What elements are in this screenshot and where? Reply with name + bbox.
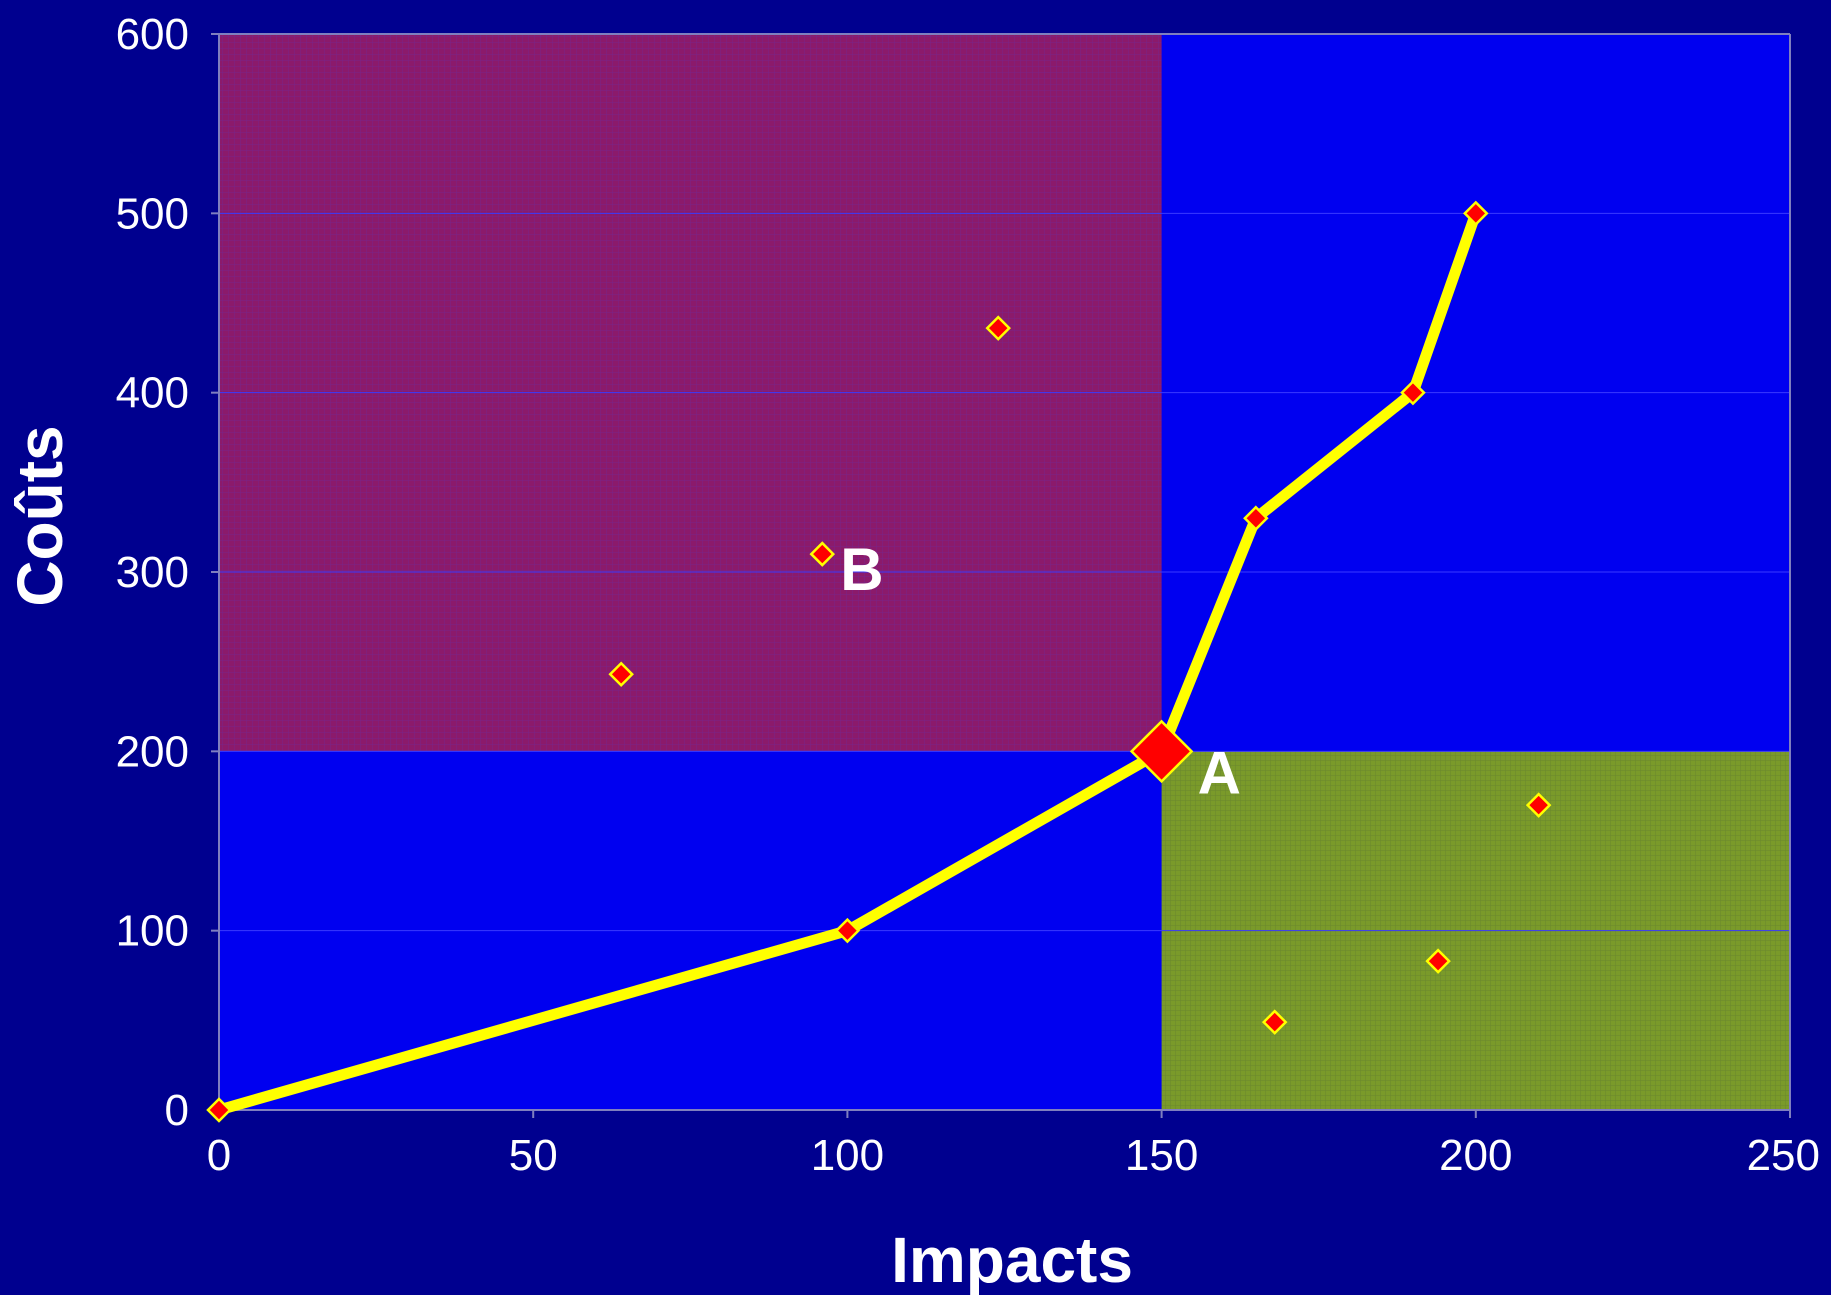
y-tick-label: 500 (116, 189, 189, 238)
y-tick-label: 0 (165, 1086, 189, 1135)
annotation-a: A (1198, 739, 1241, 806)
x-tick-label: 250 (1747, 1131, 1820, 1180)
y-tick-label: 400 (116, 369, 189, 418)
y-tick-label: 300 (116, 548, 189, 597)
frontier-point (834, 917, 861, 944)
y-axis-title: Coûts (4, 425, 76, 606)
x-tick-label: 0 (207, 1131, 231, 1180)
x-tick-label: 150 (1125, 1131, 1198, 1180)
highlight-point-a (1129, 719, 1194, 784)
scatter-point (985, 315, 1011, 341)
y-tick-label: 100 (116, 907, 189, 956)
frontier-point (1463, 200, 1489, 227)
scatter-point (1261, 1009, 1288, 1035)
x-tick-label: 50 (509, 1131, 558, 1180)
frontier-point (1400, 379, 1426, 406)
scatter-point (1525, 792, 1552, 818)
frontier-point (206, 1097, 232, 1123)
frontier-line (217, 211, 1481, 1116)
y-tick-label: 200 (116, 727, 189, 776)
scatter-point (608, 661, 634, 687)
scatter-point (809, 541, 836, 567)
y-tick-label: 600 (116, 10, 189, 59)
scatter-point (1425, 948, 1451, 974)
x-axis-title: Impacts (891, 1224, 1133, 1295)
annotation-b: B (840, 536, 883, 603)
x-tick-label: 100 (811, 1131, 884, 1180)
x-tick-label: 200 (1439, 1131, 1512, 1180)
frontier-point (1243, 505, 1269, 531)
